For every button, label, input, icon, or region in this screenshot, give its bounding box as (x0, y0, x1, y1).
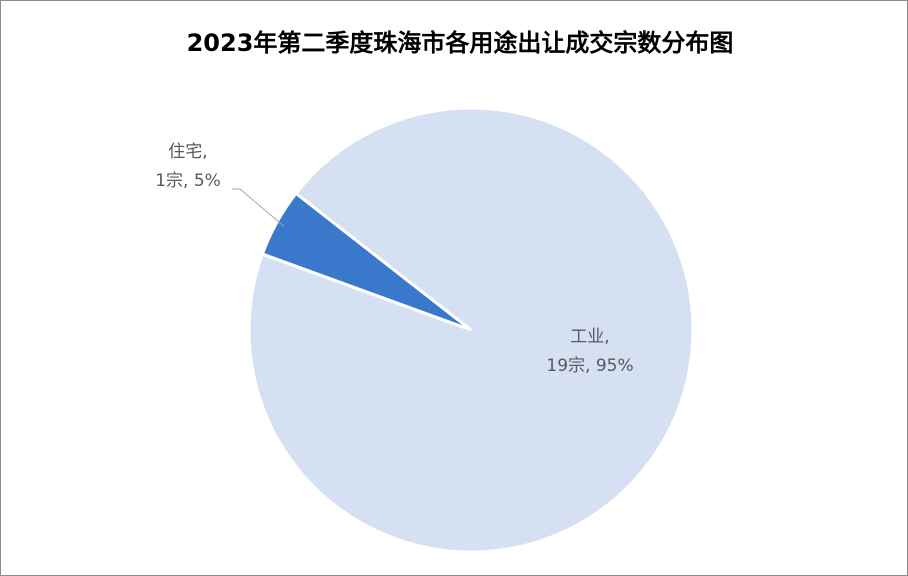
category-label: 工业, (570, 327, 609, 347)
category-label: 住宅, (168, 142, 207, 162)
pie-slice (247, 106, 695, 554)
data-label: 1宗, 5% (155, 171, 221, 191)
data-label: 19宗, 95% (546, 356, 633, 376)
leader-line (232, 188, 285, 227)
chart-title: 2023年第二季度珠海市各用途出让成交宗数分布图 (187, 29, 734, 57)
